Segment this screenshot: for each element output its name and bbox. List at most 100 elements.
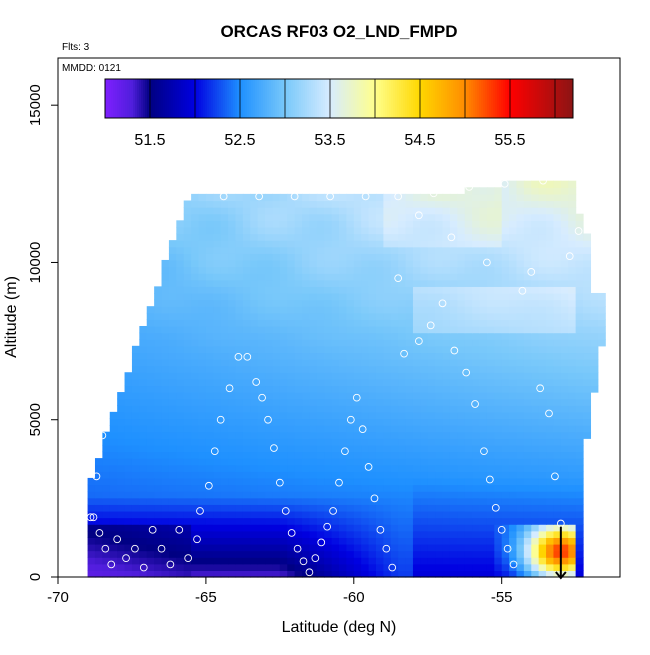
heatmap-cell xyxy=(205,345,214,354)
heatmap-cell xyxy=(139,385,148,393)
heatmap-cell xyxy=(509,259,518,268)
heatmap-cell xyxy=(331,332,340,340)
heatmap-cell xyxy=(531,425,540,433)
heatmap-cell xyxy=(427,438,436,446)
heatmap-cell xyxy=(161,464,170,472)
heatmap-cell xyxy=(427,378,436,387)
heatmap-cell xyxy=(161,451,170,459)
heatmap-cell xyxy=(294,385,303,393)
heatmap-cell xyxy=(583,352,592,360)
colorbar-swatch xyxy=(199,79,202,118)
heatmap-cell xyxy=(546,425,555,433)
heatmap-cell xyxy=(242,444,251,453)
heatmap-cell xyxy=(442,352,451,360)
heatmap-cell xyxy=(494,226,503,235)
heatmap-cell xyxy=(161,504,170,512)
heatmap-cell xyxy=(390,438,399,446)
heatmap-cell xyxy=(479,563,488,571)
heatmap-cell xyxy=(427,557,436,565)
heatmap-cell xyxy=(457,438,466,446)
heatmap-cell xyxy=(375,477,384,486)
heatmap-cell xyxy=(479,220,488,228)
heatmap-cell xyxy=(294,530,303,538)
heatmap-cell xyxy=(457,418,466,426)
heatmap-cell xyxy=(523,444,532,453)
heatmap-cell xyxy=(516,517,525,525)
heatmap-cell xyxy=(228,425,237,433)
heatmap-cell xyxy=(353,286,362,294)
heatmap-cell xyxy=(242,504,251,512)
heatmap-cell xyxy=(257,557,266,565)
heatmap-cell xyxy=(302,491,311,499)
heatmap-cell xyxy=(472,563,481,571)
heatmap-cell xyxy=(139,510,148,519)
heatmap-cell xyxy=(383,240,392,248)
heatmap-cell xyxy=(316,418,325,426)
heatmap-cell xyxy=(486,557,495,565)
heatmap-cell xyxy=(501,570,510,578)
heatmap-cell xyxy=(242,345,251,354)
heatmap-cell xyxy=(242,365,251,373)
heatmap-cell xyxy=(420,392,429,400)
heatmap-cell xyxy=(353,359,362,367)
heatmap-cell xyxy=(538,378,547,387)
heatmap-cell xyxy=(324,352,333,360)
heatmap-cell xyxy=(154,484,163,492)
heatmap-cell xyxy=(501,220,510,228)
heatmap-cell xyxy=(265,425,274,433)
heatmap-cell xyxy=(509,418,518,426)
heatmap-cell xyxy=(309,193,318,202)
heatmap-cell xyxy=(472,444,481,453)
heatmap-cell xyxy=(176,458,185,466)
heatmap-cell xyxy=(331,543,340,552)
heatmap-cell xyxy=(109,557,118,565)
colorbar-swatch xyxy=(499,79,502,118)
heatmap-cell xyxy=(368,537,377,545)
heatmap-cell xyxy=(154,325,163,334)
heatmap-cell xyxy=(531,477,540,486)
heatmap-cell xyxy=(560,464,569,472)
heatmap-cell xyxy=(198,537,207,545)
observation-point xyxy=(299,557,308,566)
heatmap-cell xyxy=(546,405,555,413)
colorbar-swatch xyxy=(463,79,466,118)
heatmap-cell xyxy=(131,524,140,532)
heatmap-cell xyxy=(501,266,510,274)
heatmap-cell xyxy=(272,464,281,472)
heatmap-cell xyxy=(228,299,237,307)
heatmap-cell xyxy=(375,543,384,552)
heatmap-cell xyxy=(472,365,481,373)
heatmap-cell xyxy=(176,286,185,294)
heatmap-cell xyxy=(146,418,155,426)
heatmap-cell xyxy=(272,425,281,433)
heatmap-cell xyxy=(538,187,547,195)
heatmap-cell xyxy=(509,240,518,248)
heatmap-cell xyxy=(287,550,296,558)
heatmap-cell xyxy=(568,352,577,360)
heatmap-cell xyxy=(516,220,525,228)
heatmap-cell xyxy=(235,405,244,413)
heatmap-cell xyxy=(361,273,370,281)
heatmap-cell xyxy=(316,193,325,202)
heatmap-cell xyxy=(272,365,281,373)
heatmap-cell xyxy=(494,510,503,519)
heatmap-cell xyxy=(316,299,325,307)
heatmap-cell xyxy=(472,458,481,466)
colorbar-swatch xyxy=(249,79,252,118)
heatmap-cell xyxy=(501,187,510,195)
heatmap-cell xyxy=(435,550,444,558)
colorbar-swatch xyxy=(159,79,162,118)
heatmap-cell xyxy=(412,253,421,261)
heatmap-cell xyxy=(324,286,333,294)
heatmap-cell xyxy=(191,398,200,406)
heatmap-cell xyxy=(205,365,214,373)
heatmap-cell xyxy=(398,345,407,354)
heatmap-cell xyxy=(168,524,177,532)
heatmap-cell xyxy=(575,530,584,538)
heatmap-cell xyxy=(412,259,421,268)
heatmap-cell xyxy=(375,372,384,380)
heatmap-cell xyxy=(412,332,421,340)
heatmap-cell xyxy=(191,484,200,492)
observation-point xyxy=(157,192,166,201)
